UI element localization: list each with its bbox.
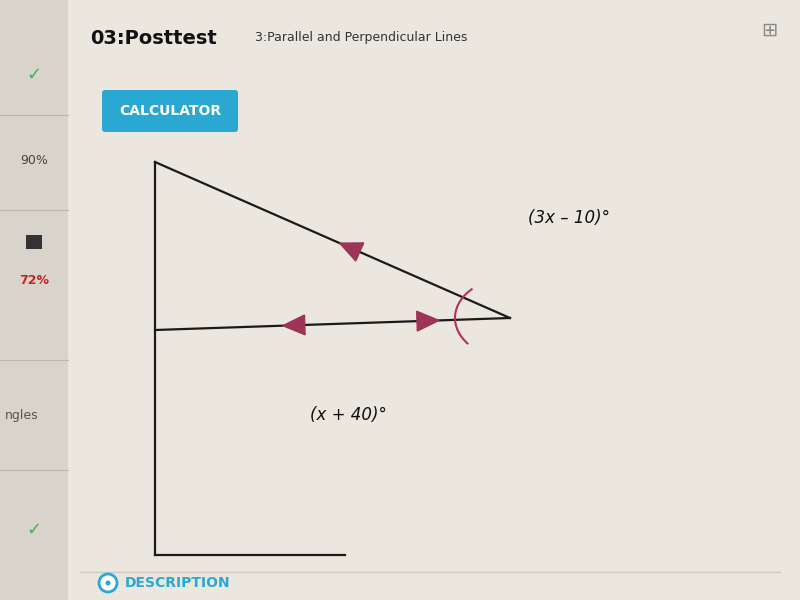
Circle shape bbox=[106, 581, 110, 586]
Text: 90%: 90% bbox=[20, 154, 48, 166]
Polygon shape bbox=[417, 311, 439, 331]
Text: ngles: ngles bbox=[5, 409, 38, 421]
Text: DESCRIPTION: DESCRIPTION bbox=[125, 576, 230, 590]
Text: ⊞: ⊞ bbox=[762, 20, 778, 40]
Circle shape bbox=[99, 574, 117, 592]
Bar bbox=[26, 235, 42, 249]
Polygon shape bbox=[340, 243, 364, 261]
Text: ✓: ✓ bbox=[26, 66, 42, 84]
Polygon shape bbox=[283, 315, 305, 335]
Text: (3x – 10)°: (3x – 10)° bbox=[528, 209, 610, 227]
Text: CALCULATOR: CALCULATOR bbox=[119, 104, 221, 118]
Text: ✓: ✓ bbox=[26, 521, 42, 539]
Text: 03:Posttest: 03:Posttest bbox=[90, 28, 217, 47]
Text: 3:Parallel and Perpendicular Lines: 3:Parallel and Perpendicular Lines bbox=[255, 31, 467, 44]
FancyBboxPatch shape bbox=[102, 90, 238, 132]
Bar bbox=[0, 0, 68, 600]
Text: 72%: 72% bbox=[19, 274, 49, 286]
Text: (x + 40)°: (x + 40)° bbox=[310, 406, 387, 424]
